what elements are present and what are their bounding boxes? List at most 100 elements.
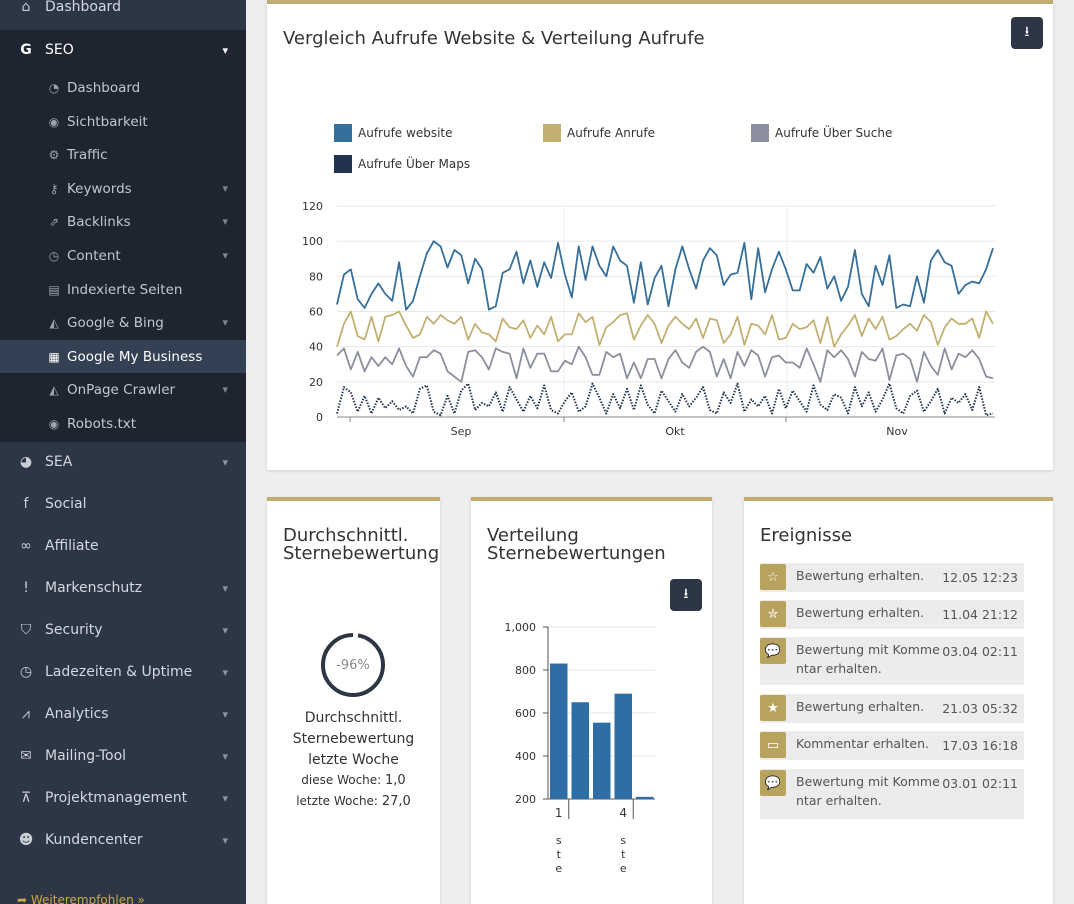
- chevron-down-icon: ▾: [222, 665, 228, 679]
- ring-value: -96%: [336, 657, 370, 673]
- sidebar-subitem-backlinks[interactable]: ⇗ Backlinks ▾: [0, 205, 246, 238]
- sidebar-item-security[interactable]: ⛉ Security ▾: [0, 613, 246, 647]
- legend-swatch: [751, 124, 769, 142]
- sidebar-item-label: Ladezeiten & Uptime: [45, 664, 193, 680]
- sidebar-subitem-content[interactable]: ◷ Content ▾: [0, 239, 246, 272]
- sidebar-subitem-onpage-crawler[interactable]: ◭ OnPage Crawler ▾: [0, 373, 246, 406]
- event-text: Kommentar erhalten.: [796, 736, 930, 751]
- x-tick-sublabel: s: [620, 834, 626, 847]
- download-button[interactable]: ⭳: [1011, 17, 1043, 49]
- views-line-chart: 0 20 40 60 80 100 120 Sep Okt Nov: [302, 200, 995, 438]
- subitem-label: Sichtbarkeit: [67, 113, 148, 130]
- bar-3-st: [593, 722, 611, 799]
- event-item[interactable]: 💬 Bewertung mit Komme ntar erhalten. 03.…: [760, 769, 1024, 819]
- rating-ring: -96%: [320, 632, 386, 698]
- event-item[interactable]: ▭ Kommentar erhalten. 17.03 16:18: [760, 731, 1024, 760]
- subitem-label: Traffic: [67, 146, 108, 163]
- sidebar-subitem-keywords[interactable]: ⚷ Keywords ▾: [0, 172, 246, 205]
- label-line: Sternebewertung: [292, 731, 415, 747]
- sidebar-subitem-robots[interactable]: ◉ Robots.txt: [0, 407, 246, 440]
- subitem-label: Backlinks: [67, 213, 131, 230]
- event-item[interactable]: ★ Bewertung erhalten. 21.03 05:32: [760, 694, 1024, 723]
- y-tick-label: 0: [316, 411, 323, 424]
- y-tick-label: 80: [309, 270, 323, 283]
- x-tick-sublabel: e: [555, 862, 562, 875]
- title-line: Sternebewertung: [283, 543, 440, 564]
- sidebar-subitem-traffic[interactable]: ⚙ Traffic: [0, 138, 246, 171]
- y-tick-label: 400: [515, 750, 536, 763]
- y-tick-label: 20: [309, 376, 323, 389]
- bar-1-st: [550, 663, 568, 799]
- sidebar-item-social[interactable]: f Social: [0, 487, 246, 521]
- y-tick-label: 200: [515, 793, 536, 806]
- sidebar-item-analytics[interactable]: ⩘ Analytics ▾: [0, 697, 246, 731]
- legend-item[interactable]: Aufrufe Über Suche: [751, 124, 892, 142]
- weiterempfohlen-link[interactable]: ➦ Weiterempfohlen »: [17, 893, 145, 904]
- download-button[interactable]: ⭳: [670, 579, 702, 611]
- sidebar-item-label: SEA: [45, 454, 73, 470]
- sidebar-subitem-google-my-business[interactable]: ▦ Google My Business: [0, 340, 246, 373]
- clock-icon: ◷: [19, 664, 33, 680]
- label-line: Durchschnittl.: [304, 710, 403, 726]
- event-time: 11.04 21:12: [942, 607, 1018, 622]
- y-tick-label: 1,000: [505, 621, 537, 634]
- sidebar-item-label: Projektmanagement: [45, 790, 188, 806]
- seo-submenu: ◔ Dashboard ◉ Sichtbarkeit ⚙ Traffic ⚷ K…: [0, 70, 246, 442]
- x-tick-label: Nov: [886, 425, 908, 438]
- last-week-label: letzte Woche:: [296, 794, 378, 808]
- x-tick-label: 1: [555, 806, 563, 820]
- sidebar-item-label: Kundencenter: [45, 832, 143, 848]
- sidebar-item-mailing-tool[interactable]: ✉ Mailing-Tool ▾: [0, 739, 246, 773]
- sidebar-subitem-indexierte-seiten[interactable]: ▤ Indexierte Seiten: [0, 273, 246, 306]
- star-outline-icon: ☆: [760, 564, 786, 590]
- eye-icon: ◉: [48, 114, 60, 129]
- sidebar-item-seo[interactable]: G SEO ▾: [0, 30, 246, 70]
- this-week-value: 1,0: [385, 773, 406, 788]
- events-card: Ereignisse ☆ Bewertung erhalten. 12.05 1…: [744, 497, 1053, 904]
- sidebar-subitem-dashboard[interactable]: ◔ Dashboard: [0, 71, 246, 104]
- title-line: Durchschnittl.: [283, 525, 409, 546]
- chevron-down-icon: ▾: [222, 43, 228, 57]
- envelope-icon: ✉: [20, 748, 32, 764]
- sidebar-subitem-google-bing[interactable]: ◭ Google & Bing ▾: [0, 306, 246, 339]
- exclamation-icon: !: [23, 580, 29, 596]
- x-tick-sublabel: e: [620, 862, 627, 875]
- sidebar-item-affiliate[interactable]: ∞ Affiliate: [0, 529, 246, 563]
- card-title: Verteilung Sternebewertungen: [487, 527, 666, 563]
- share-icon: ➦: [17, 893, 31, 904]
- event-item[interactable]: 💬 Bewertung mit Komme ntar erhalten. 03.…: [760, 637, 1024, 685]
- subitem-label: Content: [67, 247, 121, 264]
- sidebar-item-markenschutz[interactable]: ! Markenschutz ▾: [0, 571, 246, 605]
- x-tick-sublabel: s: [556, 834, 562, 847]
- y-tick-label: 40: [309, 341, 323, 354]
- sidebar-item-kundencenter[interactable]: ☻ Kundencenter ▾: [0, 823, 246, 857]
- event-item[interactable]: ☆ Bewertung erhalten. 12.05 12:23: [760, 563, 1024, 592]
- legend-item[interactable]: Aufrufe Anrufe: [543, 124, 655, 142]
- sidebar-item-dashboard[interactable]: ⌂ Dashboard: [0, 0, 246, 22]
- download-icon: ⭳: [1024, 24, 1030, 40]
- series-line-aufrufe-website: [336, 240, 994, 311]
- sidebar-item-projektmanagement[interactable]: ⊼ Projektmanagement ▾: [0, 781, 246, 815]
- chevron-down-icon: ▾: [222, 749, 228, 763]
- y-tick-label: 100: [302, 235, 323, 248]
- facebook-icon: f: [23, 496, 29, 512]
- x-tick-sublabel: t: [557, 848, 562, 861]
- cogs-icon: ⚙: [48, 147, 60, 162]
- weiter-label: Weiterempfohlen »: [30, 893, 145, 904]
- sidebar-item-ladezeiten[interactable]: ◷ Ladezeiten & Uptime ▾: [0, 655, 246, 689]
- event-time: 12.05 12:23: [942, 570, 1018, 585]
- bar-2-st: [571, 702, 589, 799]
- card-title: Durchschnittl. Sternebewertung: [283, 527, 439, 563]
- chevron-down-icon: ▾: [222, 623, 228, 637]
- chart-legend: Aufrufe website Aufrufe Anrufe Aufrufe Ü…: [334, 118, 1034, 178]
- clock-icon: ◷: [48, 248, 60, 263]
- store-icon: ▦: [48, 349, 60, 364]
- x-tick-label: 4: [619, 806, 627, 820]
- event-item[interactable]: ✮ Bewertung erhalten. 11.04 21:12: [760, 600, 1024, 629]
- legend-item[interactable]: Aufrufe website: [334, 124, 453, 142]
- card-title: Ereignisse: [760, 525, 853, 546]
- sidebar-subitem-sichtbarkeit[interactable]: ◉ Sichtbarkeit: [0, 105, 246, 138]
- sidebar-item-sea[interactable]: ◕ SEA ▾: [0, 445, 246, 479]
- legend-item[interactable]: Aufrufe Über Maps: [334, 155, 470, 173]
- comment-icon: ▭: [760, 732, 786, 758]
